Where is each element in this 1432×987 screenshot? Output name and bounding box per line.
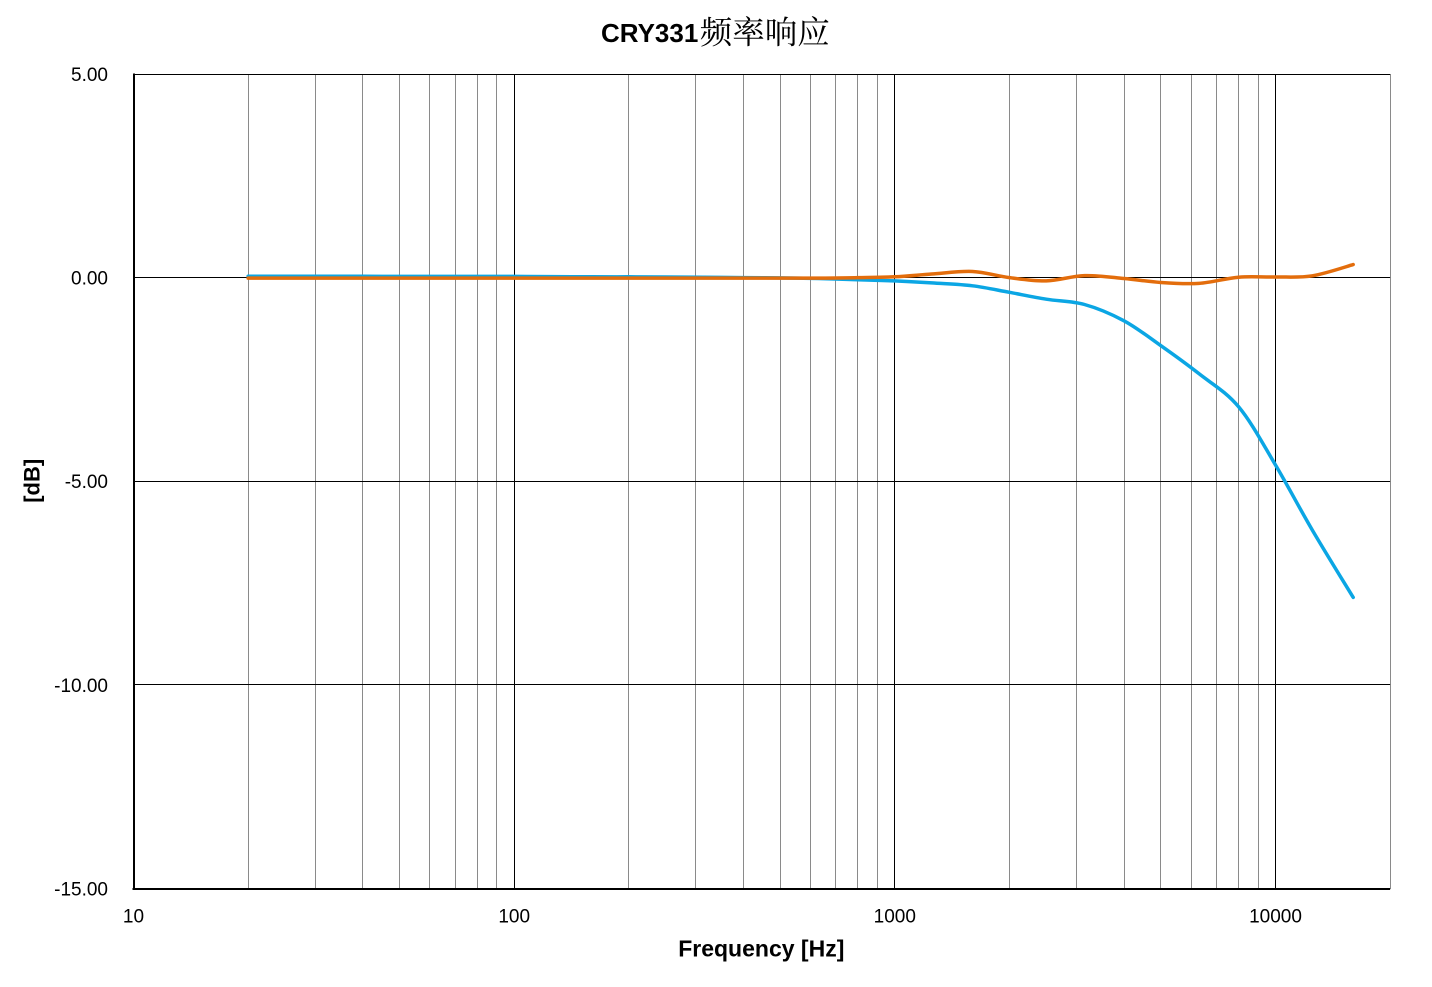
svg-text:1000: 1000 xyxy=(874,906,916,927)
svg-text:-15.00: -15.00 xyxy=(54,880,108,901)
svg-text:5.00: 5.00 xyxy=(71,65,108,86)
svg-text:100: 100 xyxy=(498,906,530,927)
svg-text:10: 10 xyxy=(123,906,144,927)
svg-text:CRY331: CRY331 xyxy=(601,18,698,48)
svg-text:0.00: 0.00 xyxy=(71,269,108,290)
svg-text:Frequency [Hz]: Frequency [Hz] xyxy=(678,936,844,962)
svg-text:[dB]: [dB] xyxy=(19,459,44,503)
svg-text:-10.00: -10.00 xyxy=(54,676,108,697)
svg-text:10000: 10000 xyxy=(1249,906,1302,927)
svg-text:-5.00: -5.00 xyxy=(65,472,108,493)
